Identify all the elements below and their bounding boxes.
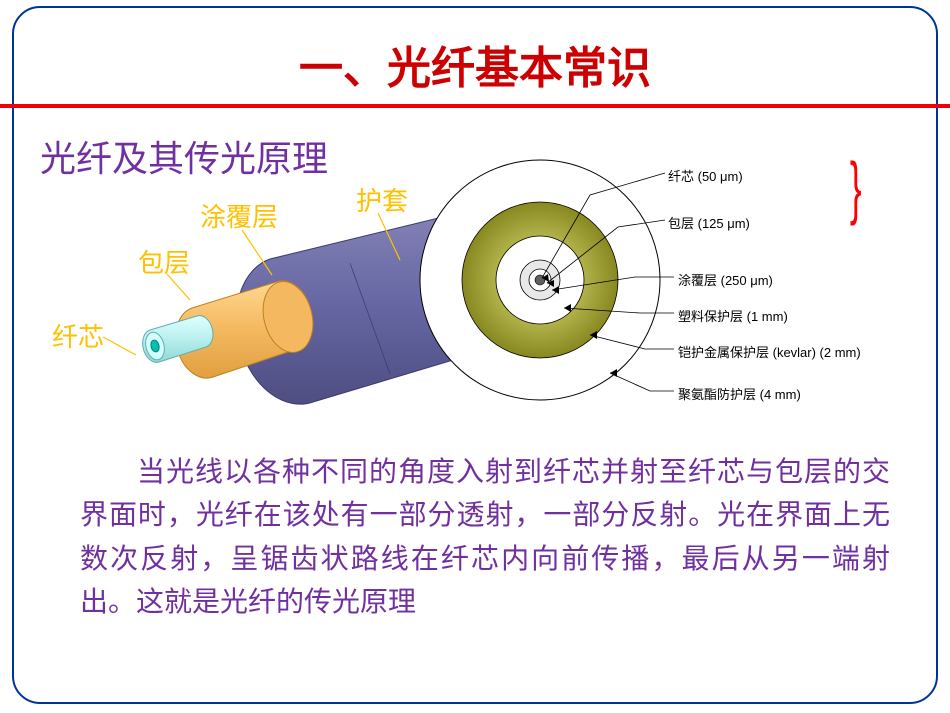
ring-label-plastic: 塑料保护层 (1 mm)	[678, 306, 788, 325]
label-jacket: 护套	[356, 181, 408, 218]
brace-icon: }	[850, 147, 862, 227]
title-underline	[0, 104, 950, 108]
page-title: 一、光纤基本常识	[0, 32, 950, 96]
ring-label-kevlar: 铠护金属保护层 (kevlar) (2 mm)	[678, 342, 861, 361]
label-core: 纤芯	[52, 317, 104, 354]
ring-label-cladding: 包层 (125 μm)	[668, 213, 750, 232]
label-coating: 涂覆层	[200, 197, 278, 234]
cross-section-rings	[420, 160, 660, 400]
ring-label-pu: 聚氨酯防护层 (4 mm)	[678, 384, 801, 403]
ring-label-core: 纤芯 (50 μm)	[668, 166, 743, 185]
slide: 一、光纤基本常识 光纤及其传光原理	[0, 0, 950, 713]
body-paragraph: 当光线以各种不同的角度入射到纤芯并射至纤芯与包层的交界面时，光纤在该处有一部分透…	[80, 450, 890, 624]
ring-label-coating: 涂覆层 (250 μm)	[678, 270, 773, 289]
label-cladding: 包层	[138, 243, 190, 280]
fiber-diagram: 纤芯 包层 涂覆层 护套 纤芯 (50 μm) 包层 (125 μm) 涂覆层 …	[70, 155, 870, 445]
body-text: 当光线以各种不同的角度入射到纤芯并射至纤芯与包层的交界面时，光纤在该处有一部分透…	[80, 456, 890, 617]
